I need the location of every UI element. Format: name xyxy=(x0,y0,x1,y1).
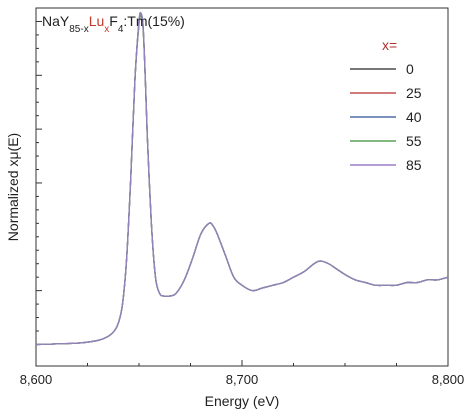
chart-title-part: :Tm(15%) xyxy=(123,13,184,29)
series-line-85 xyxy=(35,11,449,346)
series-line-55 xyxy=(35,14,449,346)
legend-entries: 0 25 40 55 85 xyxy=(350,61,422,173)
legend-label: 40 xyxy=(406,109,422,125)
series-line-25 xyxy=(35,14,449,346)
chart-title-part: 4 xyxy=(118,24,124,35)
legend-title: x= xyxy=(382,37,397,53)
x-axis-ticks: 8,600 8,700 8,800 xyxy=(20,360,465,387)
x-axis-title: Energy (eV) xyxy=(205,393,280,409)
plot-frame xyxy=(35,7,449,367)
chart-title-part: NaY xyxy=(42,13,70,29)
y-axis-title: Normalized xμ(E) xyxy=(5,133,21,241)
series-line-40 xyxy=(35,11,449,346)
chart-title-part: F xyxy=(109,13,118,29)
x-tick-label: 8,800 xyxy=(432,372,465,387)
x-tick-label: 8,600 xyxy=(20,372,53,387)
legend-label: 0 xyxy=(406,61,414,77)
chart-title-part: x xyxy=(104,24,109,35)
legend: x= 0 25 40 55 85 xyxy=(350,37,422,173)
series-line-0 xyxy=(35,11,449,346)
chart-title-part: 85-x xyxy=(69,24,88,35)
legend-label: 25 xyxy=(406,85,422,101)
x-tick-label: 8,700 xyxy=(226,372,259,387)
legend-label: 55 xyxy=(406,133,422,149)
legend-label: 85 xyxy=(406,157,422,173)
chart-title: NaY85-xLuxF4:Tm(15%) xyxy=(42,13,185,35)
y-axis-ticks xyxy=(36,20,42,345)
series-lines xyxy=(35,11,449,346)
chart-title-part: Lu xyxy=(89,13,105,29)
